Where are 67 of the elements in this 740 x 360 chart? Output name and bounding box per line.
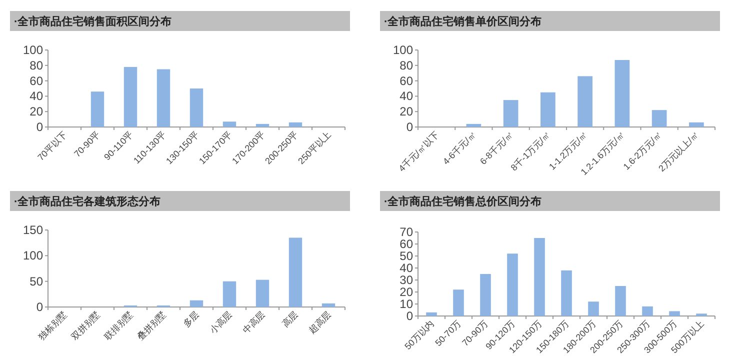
bar [190,88,204,127]
x-tick-label: 超高层 [306,309,333,336]
bar [614,60,630,127]
x-tick-label: 中高层 [240,309,267,336]
y-tick-label: 70 [400,225,414,239]
y-tick-label: 20 [30,104,44,119]
y-tick-label: 40 [400,89,414,104]
bar [222,281,236,307]
bar [642,306,653,316]
bar [256,280,270,307]
x-tick-label: 联排别墅 [102,309,135,342]
chart-title: ·全市商品住宅销售总价区间分布 [384,195,542,208]
chart-title: ·全市商品住宅各建筑形态分布 [14,195,161,208]
bar [588,302,599,316]
bar [534,238,545,316]
x-tick-label: 250平以上 [296,129,333,166]
chart-title: ·全市商品住宅销售面积区间分布 [14,15,172,28]
bar [190,300,204,307]
x-tick-label: 叠拼别墅 [135,309,168,342]
bar [480,274,491,316]
bar [669,311,680,316]
y-tick-label: 0 [406,120,414,134]
y-tick-label: 100 [392,43,414,57]
bar [466,124,482,127]
y-tick-label: 100 [22,248,44,263]
bar [124,66,138,127]
bar [507,254,518,316]
y-tick-label: 60 [400,237,414,251]
bar [322,303,336,307]
x-tick-label: 双拼别墅 [69,309,102,342]
bar [256,124,270,127]
y-tick-label: 80 [30,58,44,72]
bar [426,312,437,316]
x-tick-label: 高层 [280,309,300,330]
y-tick-label: 150 [22,223,44,237]
chart-title: ·全市商品住宅销售单价区间分布 [384,15,542,28]
bar [288,238,302,307]
y-tick-label: 40 [400,261,414,275]
x-tick-label: 多层 [181,309,201,330]
bar [222,122,236,127]
y-tick-label: 0 [36,300,44,314]
y-tick-label: 40 [30,89,44,104]
bar [652,110,667,127]
y-tick-label: 10 [400,297,414,311]
y-tick-label: 50 [400,249,414,263]
bar [540,92,556,127]
y-tick-label: 30 [400,273,414,287]
bar [288,122,302,127]
bar [90,92,104,127]
y-tick-label: 20 [400,285,414,299]
y-tick-label: 100 [22,43,44,57]
bar [156,69,170,127]
y-tick-label: 60 [30,74,44,88]
y-tick-label: 60 [400,74,414,88]
bar [561,270,572,316]
bar [453,290,464,316]
bar [578,76,592,127]
x-tick-label: 小高层 [208,309,234,336]
bar [503,100,518,127]
x-tick-label: 4-6千元/㎡ [440,129,478,166]
bar [689,122,704,127]
y-tick-label: 0 [406,309,414,323]
bar [615,286,626,316]
y-tick-label: 80 [400,58,414,72]
y-tick-label: 50 [30,274,44,288]
y-tick-label: 20 [400,104,414,119]
y-tick-label: 0 [36,120,44,134]
